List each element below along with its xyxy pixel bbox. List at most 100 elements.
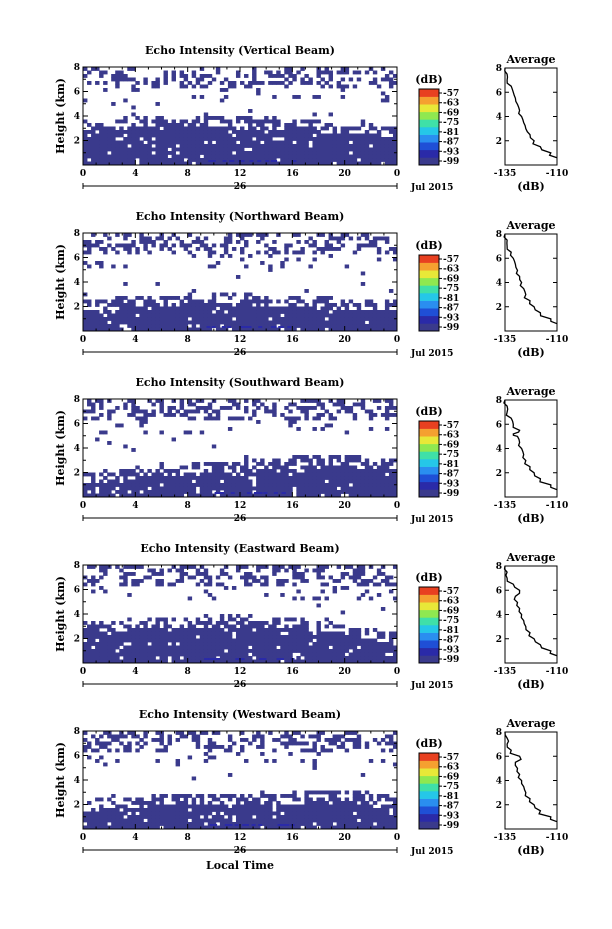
heatmap-cell: [360, 233, 366, 237]
heatmap-cell: [191, 402, 197, 407]
heatmap-cell: [240, 748, 245, 753]
heatmap-cell: [284, 479, 289, 484]
heatmap-cell: [199, 628, 205, 632]
heatmap-cell: [268, 731, 273, 735]
heatmap-cell: [300, 458, 305, 463]
heatmap-cell: [187, 430, 193, 435]
heatmap-cell: [360, 161, 366, 166]
heatmap-cell: [384, 649, 390, 653]
heatmap-cell: [139, 233, 144, 237]
heatmap-cell: [87, 579, 92, 583]
heatmap-cell: [131, 67, 136, 71]
average-y-tick-label: 8: [496, 64, 502, 74]
heatmap-cell: [380, 313, 386, 318]
heatmap-cell: [260, 645, 265, 650]
heatmap-cell: [296, 490, 301, 494]
heatmap-cell: [300, 483, 305, 487]
heatmap-cell: [392, 479, 398, 484]
heatmap-cell: [392, 582, 398, 587]
heatmap-cell: [175, 738, 181, 742]
heatmap-cell: [223, 748, 229, 753]
heatmap-cell: [171, 628, 176, 632]
heatmap-cell: [252, 147, 257, 152]
heatmap-cell: [332, 486, 338, 491]
heatmap-cell: [135, 137, 140, 141]
heatmap-cell: [163, 299, 168, 304]
heatmap-cell: [155, 236, 160, 241]
heatmap-cell: [384, 656, 390, 660]
heatmap-cell: [103, 565, 108, 569]
heatmap-cell: [380, 140, 386, 145]
heatmap-cell: [111, 247, 116, 251]
heatmap-cell: [276, 119, 281, 124]
heatmap-cell: [300, 579, 305, 583]
heatmap-cell: [195, 236, 201, 241]
heatmap-cell: [280, 652, 285, 657]
heatmap-cell: [131, 493, 136, 498]
heatmap-cell: [256, 635, 261, 639]
heatmap-cell: [211, 635, 217, 639]
heatmap-cell: [99, 656, 104, 660]
heatmap-cell: [195, 811, 201, 816]
heatmap-cell: [195, 738, 201, 742]
heatmap-cell: [139, 801, 144, 805]
heatmap-cell: [207, 745, 213, 749]
heatmap-cell: [151, 645, 156, 650]
heatmap-cell: [135, 144, 140, 148]
heatmap-cell: [179, 815, 185, 819]
heatmap-cell: [219, 292, 225, 297]
heatmap-cell: [223, 621, 229, 625]
heatmap-cell: [316, 596, 321, 601]
heatmap-cell: [304, 472, 309, 477]
heatmap-cell: [388, 317, 394, 321]
heatmap-cell: [344, 472, 350, 477]
heatmap-cell: [191, 483, 197, 487]
heatmap-cell: [195, 617, 201, 622]
heatmap-cell: [296, 645, 301, 650]
heatmap-cell: [139, 154, 144, 159]
heatmap-cell: [316, 130, 321, 134]
heatmap-cell: [127, 324, 132, 328]
heatmap-cell: [320, 462, 325, 466]
heatmap-cell: [123, 631, 128, 636]
heatmap-cell: [107, 140, 112, 145]
heatmap-cell: [256, 81, 261, 85]
heatmap-cell: [175, 317, 181, 321]
heatmap-cell: [99, 261, 104, 265]
heatmap-cell: [296, 659, 301, 664]
heatmap-cell: [87, 801, 92, 805]
heatmap-cell: [356, 635, 362, 639]
heatmap-cell: [352, 472, 358, 477]
heatmap-cell: [372, 320, 378, 325]
heatmap-cell: [268, 490, 273, 494]
heatmap-cell: [340, 635, 346, 639]
heatmap-cell: [296, 250, 301, 255]
heatmap-cell: [111, 161, 116, 166]
heatmap-cell: [244, 465, 249, 470]
heatmap-cell: [159, 822, 164, 826]
heatmap-cell: [135, 416, 140, 421]
heatmap-cell: [139, 476, 144, 480]
heatmap-cell: [119, 151, 124, 155]
heatmap-cell: [203, 628, 209, 632]
heatmap-cell: [344, 565, 350, 569]
heatmap-cell: [260, 621, 265, 625]
heatmap-cell: [280, 734, 285, 739]
heatmap-cell: [191, 327, 197, 332]
heatmap-cell: [163, 748, 168, 753]
heatmap-cell: [191, 628, 197, 632]
heatmap-cell: [231, 324, 237, 328]
heatmap-cell: [235, 822, 241, 826]
heatmap-cell: [83, 582, 88, 587]
heatmap-cell: [199, 161, 205, 166]
heatmap-cell: [195, 151, 201, 155]
heatmap-cell: [344, 317, 350, 321]
heatmap-cell: [147, 631, 152, 636]
heatmap-cell: [260, 815, 265, 819]
heatmap-cell: [207, 656, 213, 660]
heatmap-cell: [256, 303, 261, 307]
heatmap-cell: [223, 818, 229, 823]
heatmap-cell: [272, 119, 277, 124]
heatmap-cell: [336, 631, 342, 636]
heatmap-cell: [211, 296, 217, 300]
